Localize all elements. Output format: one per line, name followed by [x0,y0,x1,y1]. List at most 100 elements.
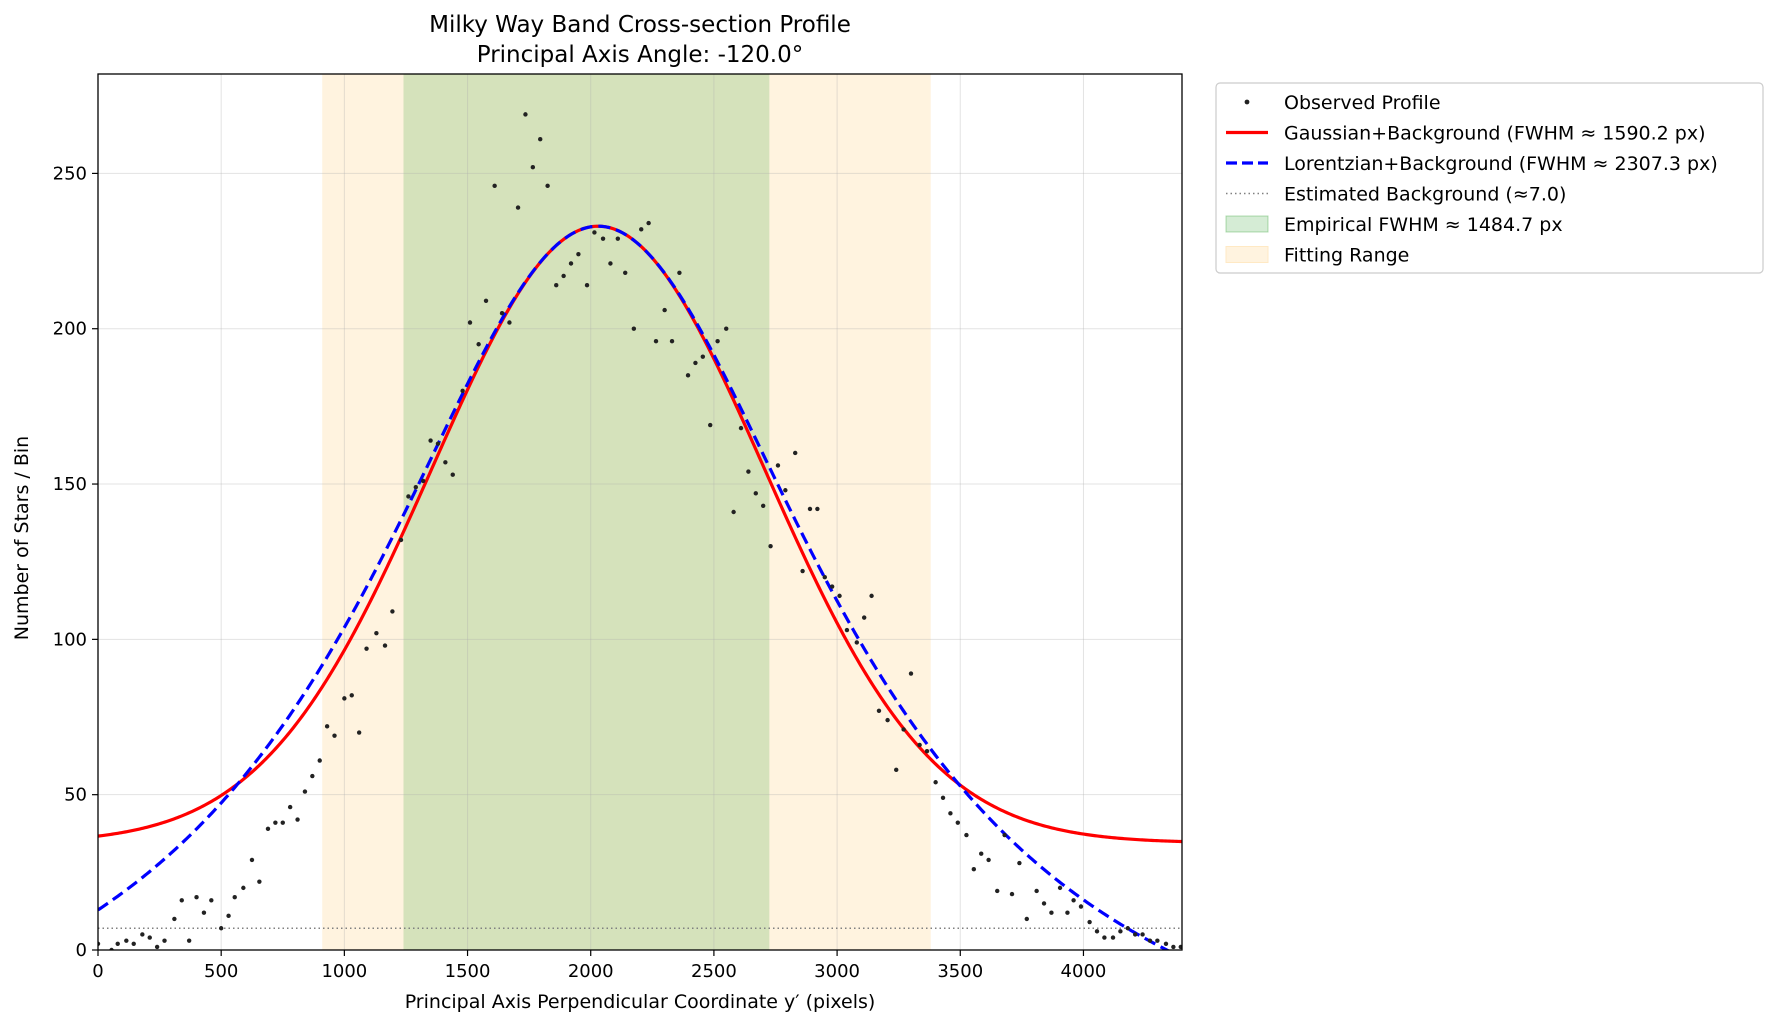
observed-point [317,758,322,763]
observed-point [382,643,388,648]
observed-point [677,270,682,276]
observed-point [280,820,285,825]
observed-point [226,913,231,919]
observed-point [273,820,278,825]
observed-point [908,671,914,676]
observed-point [685,373,691,378]
y-tick-label: 250 [53,163,87,184]
chart-title: Milky Way Band Cross-section Profile [429,12,851,38]
observed-point [662,307,667,313]
observed-point [986,857,991,863]
observed-point [807,506,813,512]
observed-point [147,935,152,940]
observed-point [724,326,729,331]
x-tick-label: 1000 [321,961,367,982]
observed-point [1049,910,1054,915]
observed-point [885,717,890,723]
legend-handle-fitting-range [1225,246,1269,263]
observed-point [179,898,184,903]
legend-box [1215,82,1764,274]
observed-point [390,609,395,614]
observed-point [753,491,758,496]
legend: Observed Profile Gaussian+Background (FWH… [1215,82,1764,274]
observed-point [172,916,177,922]
observed-point [1102,935,1107,940]
x-tick-label: 3500 [937,961,983,982]
y-tick-label: 50 [64,785,87,806]
ticks: 0 500 1000 1500 2000 2500 3000 3500 4000 0 50 100 15… [53,163,1107,982]
observed-point [964,832,969,838]
observed-point [131,941,136,946]
observed-point [507,320,512,325]
chart-subtitle: Principal Axis Angle: -120.0° [477,42,804,68]
observed-point [1057,885,1063,891]
observed-point [760,503,766,508]
observed-point [1140,932,1145,937]
observed-point [1155,938,1160,943]
observed-point [545,183,550,189]
observed-point [324,724,330,729]
observed-point [218,926,224,931]
observed-point [837,593,842,599]
observed-point [1065,910,1070,915]
legend-label: Estimated Background (≈7.0) [1284,184,1566,206]
observed-point [1087,919,1092,925]
lorentzian-fit-line [98,224,1171,950]
observed-point [249,857,255,863]
observed-point [646,220,651,226]
observed-point [186,938,192,943]
observed-point [584,283,590,288]
observed-point [523,112,528,117]
observed-point [1125,926,1131,931]
legend-label: Empirical FWHM ≈ 1484.7 px [1284,214,1563,236]
observed-point [435,441,441,446]
grid [97,74,1182,951]
x-tick-label: 3000 [814,961,860,982]
observed-point [979,851,984,856]
observed-point [460,388,465,394]
observed-point [800,568,805,574]
observed-point [869,593,874,599]
observed-point [708,422,713,428]
observed-point [639,227,644,232]
fitting-range-band [322,74,931,950]
observed-point [356,730,362,735]
observed-point [1017,860,1022,866]
observed-point [124,938,129,943]
empirical-fwhm-band [403,74,770,950]
x-tick-label: 2000 [568,961,614,982]
observed-point [209,898,214,903]
observed-point [538,137,543,142]
y-tick-label: 150 [53,474,87,495]
plot-frame [97,73,1183,951]
observed-point [1002,832,1007,838]
observed-point [608,261,613,266]
observed-point [783,488,788,493]
y-tick-label: 200 [53,319,87,340]
observed-point [1041,901,1047,906]
observed-point [194,894,199,900]
observed-point [955,820,961,825]
observed-point [257,879,262,884]
observed-point [854,640,859,645]
observed-point [1110,935,1116,940]
y-axis-label: Number of Stars / Bin [11,436,33,640]
observed-point [623,270,628,276]
observed-point [746,469,751,474]
observed-point [154,944,160,950]
observed-point [917,742,922,748]
observed-point [894,767,899,773]
observed-point [948,811,953,816]
observed-point [1034,888,1039,894]
observed-point [861,615,867,620]
observed-point [364,646,369,651]
observed-point [1163,941,1169,946]
observed-point [241,885,246,891]
observed-point [924,748,930,754]
observed-point [775,463,781,468]
observed-point [971,867,977,872]
observed-point [822,575,827,580]
observed-point [450,472,455,477]
observed-point [669,338,675,344]
